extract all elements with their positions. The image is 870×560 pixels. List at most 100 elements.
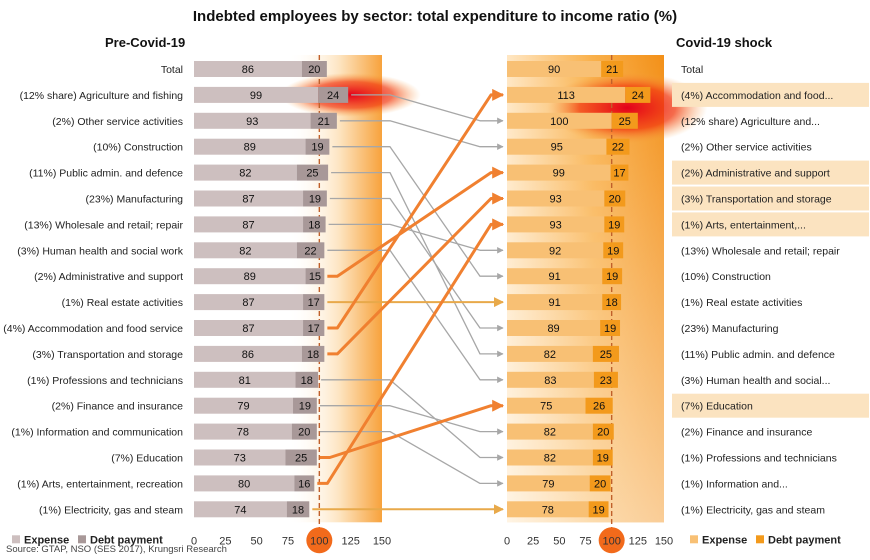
left-expense-value: 89: [244, 271, 256, 283]
right-label-highlight: [672, 393, 869, 418]
right-category-label: (3%) Human health and social...: [681, 375, 830, 387]
right-category-label: (2%) Finance and insurance: [681, 427, 812, 439]
right-tick-label: 25: [527, 535, 539, 547]
right-expense-bar: [507, 449, 593, 466]
right-expense-bar: [507, 190, 605, 207]
left-debt-value: 15: [309, 271, 321, 283]
left-category-label: (3%) Transportation and storage: [32, 349, 183, 361]
left-debt-value: 18: [292, 504, 304, 516]
right-expense-value: 89: [547, 323, 559, 335]
right-expense-value: 91: [548, 271, 560, 283]
right-debt-value: 20: [597, 427, 609, 439]
left-expense-value: 87: [242, 323, 254, 335]
left-expense-value: 73: [234, 453, 246, 465]
right-category-label: (1%) Real estate activities: [681, 297, 802, 309]
left-debt-bar: [310, 112, 337, 129]
left-expense-bar: [194, 138, 306, 155]
left-debt-bar: [286, 501, 310, 518]
right-category-label: (4%) Accommodation and food...: [681, 90, 833, 102]
left-legend-expense: Expense: [24, 534, 69, 546]
left-expense-value: 82: [239, 168, 251, 180]
right-debt-bar: [592, 345, 619, 362]
connector-arrow: [351, 94, 504, 125]
right-debt-value: 19: [608, 219, 620, 231]
left-hotspot: [280, 72, 421, 117]
connector-arrow: [328, 223, 504, 254]
right-label-highlight: [672, 186, 869, 211]
right-label-highlight: [672, 212, 869, 237]
left-debt-bar: [303, 216, 326, 233]
right-category-label: (1%) Information and...: [681, 478, 788, 490]
right-expense-bar: [507, 268, 603, 285]
right-debt-value: 26: [593, 401, 605, 413]
right-debt-value: 18: [606, 297, 618, 309]
left-expense-bar: [194, 61, 302, 77]
right-debt-value: 25: [619, 116, 631, 128]
left-legend-debt: Debt payment: [90, 534, 163, 546]
left-expense-bar: [194, 449, 286, 466]
right-debt-bar: [585, 397, 613, 414]
source-note: Source: GTAP, NSO (SES 2017), Krungsri R…: [6, 544, 227, 555]
left-expense-bar: [194, 294, 304, 311]
right-expense-value: 75: [540, 401, 552, 413]
left-expense-value: 89: [244, 142, 256, 154]
left-category-label: (1%) Electricity, gas and steam: [39, 504, 183, 516]
left-debt-value: 17: [308, 297, 320, 309]
left-category-label: (13%) Wholesale and retail; repair: [24, 219, 183, 231]
right-debt-bar: [610, 164, 629, 181]
left-category-label: (2%) Administrative and support: [34, 271, 183, 283]
right-debt-bar: [602, 268, 623, 285]
left-category-label: (1%) Information and communication: [11, 427, 183, 439]
right-debt-value: 23: [600, 375, 612, 387]
left-expense-value: 79: [237, 401, 249, 413]
left-expense-value: 93: [246, 116, 258, 128]
left-expense-value: 80: [238, 478, 250, 490]
right-category-label: (12% share) Agriculture and...: [681, 116, 820, 128]
right-expense-value: 82: [544, 453, 556, 465]
left-debt-bar: [296, 242, 325, 259]
right-expense-bar: [507, 475, 590, 492]
right-expense-value: 91: [548, 297, 560, 309]
right-category-label: Total: [681, 64, 703, 76]
right-expense-bar: [507, 112, 612, 129]
connector-arrow: [327, 192, 505, 356]
left-debt-value: 24: [327, 90, 339, 102]
left-tick-label: 0: [191, 535, 197, 547]
right-category-label: (1%) Arts, entertainment,...: [681, 219, 806, 231]
right-reference-circle: [598, 527, 625, 554]
right-legend-debt: Debt payment: [768, 534, 841, 546]
right-legend-debt-swatch: [756, 535, 764, 544]
left-debt-value: 20: [308, 64, 320, 76]
right-expense-bar: [507, 294, 603, 311]
left-category-label: (2%) Finance and insurance: [52, 401, 183, 413]
right-category-label: (10%) Construction: [681, 271, 771, 283]
right-expense-value: 78: [542, 504, 554, 516]
left-expense-bar: [194, 190, 304, 207]
right-debt-value: 19: [597, 453, 609, 465]
left-expense-value: 82: [239, 245, 251, 257]
right-expense-bar: [507, 371, 594, 388]
left-debt-bar: [285, 449, 317, 466]
left-debt-value: 20: [298, 427, 310, 439]
left-expense-value: 78: [237, 427, 249, 439]
right-expense-value: 90: [548, 64, 560, 76]
left-debt-value: 19: [299, 401, 311, 413]
right-expense-bar: [507, 86, 626, 103]
right-expense-value: 83: [544, 375, 556, 387]
right-debt-bar: [625, 86, 651, 103]
left-expense-value: 81: [239, 375, 251, 387]
left-debt-value: 18: [307, 349, 319, 361]
right-expense-value: 82: [544, 349, 556, 361]
right-debt-bar: [606, 138, 630, 155]
connector-arrow: [339, 120, 504, 150]
right-debt-bar: [603, 242, 624, 259]
left-category-label: (1%) Professions and technicians: [27, 375, 183, 387]
right-debt-bar: [589, 475, 611, 492]
right-debt-value: 21: [606, 64, 618, 76]
left-expense-value: 87: [242, 219, 254, 231]
right-expense-value: 82: [544, 427, 556, 439]
connector-arrow: [319, 399, 505, 459]
left-expense-bar: [194, 371, 296, 388]
left-debt-bar: [293, 397, 317, 414]
right-category-label: (23%) Manufacturing: [681, 323, 779, 335]
